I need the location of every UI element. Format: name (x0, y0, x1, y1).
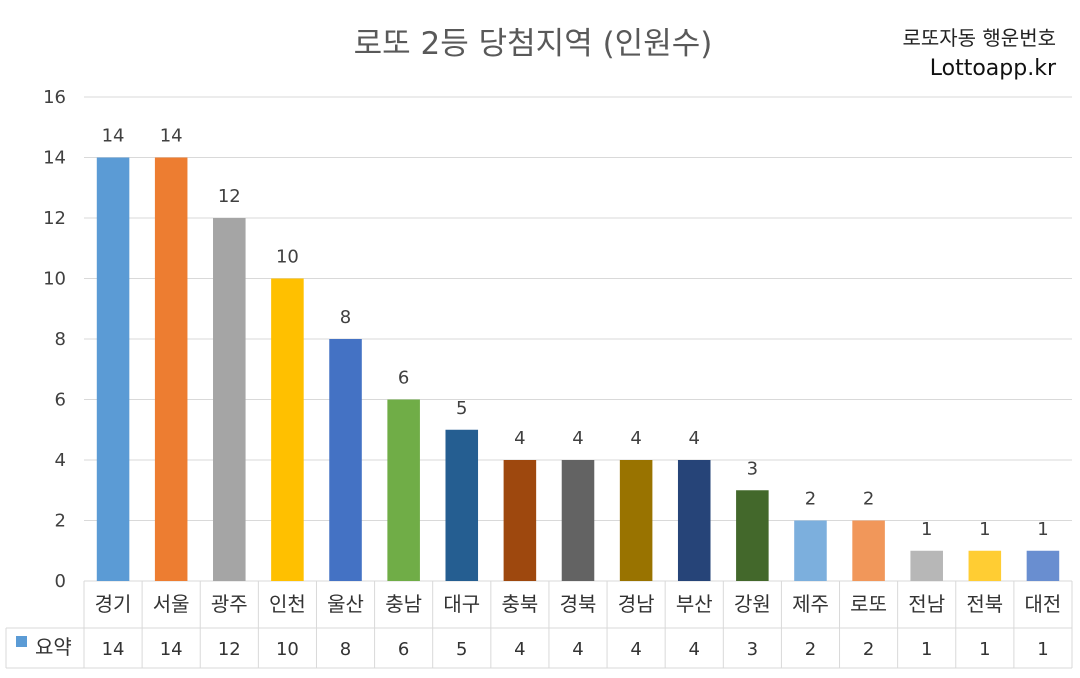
x-tick-label: 경남 (618, 592, 655, 616)
legend-label: 요약 (35, 635, 72, 659)
x-tick-label: 충북 (501, 592, 538, 616)
bar-서울 (154, 157, 188, 581)
x-tick-label: 인천 (269, 592, 306, 616)
x-tick-label: 부산 (676, 592, 713, 616)
table-value: 14 (160, 639, 183, 660)
table-value: 1 (979, 639, 990, 660)
y-tick-label: 8 (55, 329, 66, 350)
x-tick-label: 강원 (734, 592, 771, 616)
y-tick-label: 6 (55, 390, 66, 411)
x-tick-label: 충남 (385, 592, 422, 616)
bar-경기 (96, 157, 130, 581)
x-tick-label: 경기 (95, 592, 132, 616)
brand-line-2: Lottoapp.kr (929, 56, 1056, 81)
bar-로또 (852, 520, 885, 581)
bar-충남 (387, 399, 420, 581)
table-value: 2 (805, 639, 816, 660)
y-tick-label: 14 (43, 148, 66, 169)
table-value: 4 (630, 639, 641, 660)
bar-부산 (677, 460, 711, 581)
table-value: 8 (340, 639, 351, 660)
table-value: 10 (276, 639, 299, 660)
table-value: 3 (747, 639, 758, 660)
bar-인천 (271, 278, 304, 581)
table-value: 4 (514, 639, 525, 660)
bar-제주 (794, 520, 827, 581)
bar-강원 (736, 490, 769, 581)
bar-전남 (910, 550, 943, 581)
data-label: 1 (979, 519, 990, 540)
chart-title: 로또 2등 당첨지역 (인원수) (353, 26, 713, 62)
table-value: 2 (863, 639, 874, 660)
bar-경북 (561, 460, 595, 581)
y-tick-label: 0 (55, 571, 66, 592)
x-tick-label: 로또 (850, 592, 887, 616)
bar-충북 (503, 460, 537, 581)
table-value: 14 (102, 639, 125, 660)
table-value: 5 (456, 639, 467, 660)
data-label: 2 (863, 489, 874, 510)
bar-대구 (445, 429, 479, 581)
data-label: 1 (1037, 519, 1048, 540)
data-label: 4 (572, 428, 583, 449)
data-label: 12 (218, 186, 241, 207)
table-value: 1 (921, 639, 932, 660)
data-label: 4 (514, 428, 525, 449)
table-value: 1 (1037, 639, 1048, 660)
data-label: 3 (747, 458, 758, 479)
y-tick-label: 12 (43, 208, 66, 229)
legend-swatch (16, 636, 27, 647)
table-value: 6 (398, 639, 409, 660)
x-tick-label: 전북 (966, 592, 1003, 616)
data-label: 2 (805, 489, 816, 510)
x-tick-label: 대전 (1025, 592, 1062, 616)
data-label: 14 (102, 126, 125, 147)
x-tick-label: 울산 (327, 592, 364, 616)
data-label: 4 (630, 428, 641, 449)
data-label: 14 (160, 126, 183, 147)
bar-전북 (968, 550, 1002, 581)
table-value: 12 (218, 639, 241, 660)
x-tick-label: 서울 (153, 592, 190, 616)
y-tick-label: 16 (43, 87, 66, 108)
data-label: 5 (456, 398, 467, 419)
bar-경남 (619, 460, 653, 581)
x-tick-label: 대구 (443, 592, 480, 616)
y-tick-label: 2 (55, 511, 66, 532)
data-label: 8 (340, 307, 351, 328)
data-label: 1 (921, 519, 932, 540)
y-tick-label: 4 (55, 450, 66, 471)
bar-광주 (213, 218, 246, 581)
x-tick-label: 제주 (792, 592, 829, 616)
table-value: 4 (689, 639, 700, 660)
data-label: 4 (689, 428, 700, 449)
data-label: 10 (276, 247, 299, 268)
x-tick-label: 광주 (211, 592, 248, 616)
table-value: 4 (572, 639, 583, 660)
bar-울산 (329, 339, 362, 581)
x-tick-label: 전남 (908, 592, 945, 616)
data-label: 6 (398, 368, 409, 389)
x-tick-label: 경북 (560, 592, 597, 616)
brand-line-1: 로또자동 행운번호 (902, 26, 1056, 50)
bar-대전 (1026, 550, 1060, 581)
y-tick-label: 10 (43, 269, 66, 290)
